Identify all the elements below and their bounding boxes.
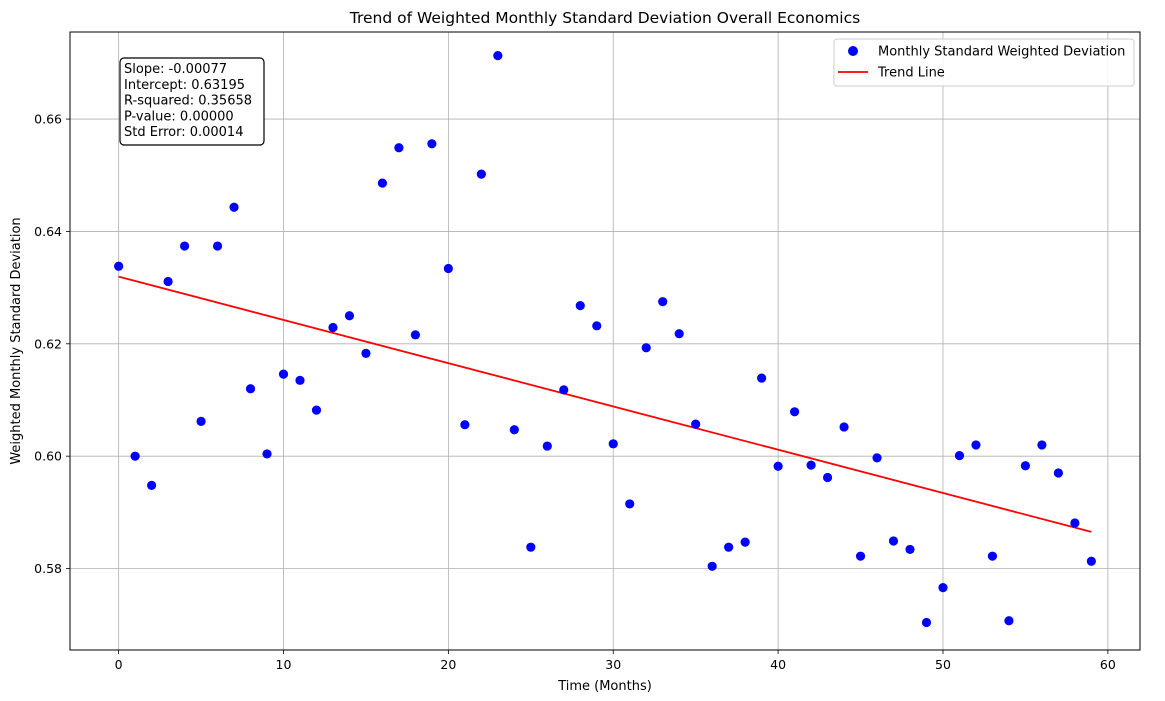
stats-slope: Slope: -0.00077 [124,62,227,77]
scatter-point [311,405,322,415]
y-axis-label: Weighted Monthly Standard Deviation [9,217,24,464]
scatter-point [789,407,800,417]
scatter-point [641,343,651,353]
y-tick-label: 0.66 [34,112,62,127]
scatter-point [1053,468,1063,478]
legend-frame [833,38,1135,87]
scatter-point [212,241,223,251]
scatter-point [410,330,421,340]
scatter-points-layer [114,50,1096,628]
y-tick-label: 0.62 [34,336,62,351]
scatter-point [147,480,157,490]
scatter-point [377,178,388,188]
x-tick-label: 40 [770,657,786,672]
scatter-point [559,385,569,395]
scatter-point [460,420,470,430]
x-tick-label: 60 [1100,657,1116,672]
scatter-point [855,551,866,561]
scatter-point [691,419,701,429]
scatter-point [394,143,404,153]
scatter-point [179,241,190,251]
scatter-point [278,369,289,379]
scatter-point [872,453,882,463]
y-tick-label: 0.64 [34,224,62,239]
scatter-point [757,373,767,383]
scatter-point [822,472,833,483]
scatter-point [526,542,536,552]
stats-p-value: P-value: 0.00000 [124,109,234,124]
stats-std-error: Std Error: 0.00014 [124,125,243,140]
scatter-point [427,139,437,149]
scatter-point [344,311,355,321]
scatter-point [954,451,965,461]
scatter-point [295,375,305,385]
scatter-point [608,439,618,449]
scatter-point [921,617,932,628]
scatter-point [1037,440,1047,450]
scatter-point [114,261,124,271]
scatter-point [888,536,899,546]
scatter-point [1086,556,1096,566]
scatter-point [724,542,734,552]
scatter-point [476,169,486,179]
scatter-point [1020,461,1031,471]
scatter-point [987,551,998,561]
scatter-point [1004,616,1014,626]
scatter-point [773,461,783,471]
scatter-point [905,544,915,555]
scatter-point [806,460,816,470]
scatter-point [163,276,173,287]
scatter-point [938,583,948,593]
trend-line-layer [118,275,1092,533]
x-tick-label: 20 [440,657,456,672]
y-tick-label: 0.60 [34,449,62,464]
scatter-point [1070,518,1080,528]
scatter-point [229,202,239,212]
scatter-point [245,384,256,394]
ticks: 0 10 20 30 40 50 60 0.58 0.60 0.62 0.64 0.66 [34,112,1116,672]
x-tick-label: 10 [276,657,292,672]
x-axis-label: Time (Months) [557,679,652,694]
scatter-point [674,329,684,339]
stats-r-squared: R-squared: 0.35658 [124,94,252,109]
legend: Monthly Standard Weighted Deviation Tren… [833,38,1135,87]
scatter-point [839,422,849,432]
scatter-point [443,263,453,274]
scatter-point [130,451,140,461]
legend-marker-scatter [848,46,858,56]
trend-line [118,275,1092,533]
stats-box-frame [119,57,265,146]
chart-title: Trend of Weighted Monthly Standard Devia… [349,9,860,27]
scatter-point [542,441,552,451]
scatter-point [361,348,371,358]
legend-label-trend-line: Trend Line [877,66,945,81]
stats-intercept: Intercept: 0.63195 [124,78,245,93]
x-tick-label: 0 [115,657,123,672]
x-tick-label: 30 [605,657,621,672]
legend-label-scatter: Monthly Standard Weighted Deviation [878,45,1125,60]
scatter-point [509,425,519,435]
scatter-point [971,440,981,450]
scatter-point [658,297,668,307]
scatter-point [262,449,272,459]
plot-frame [69,31,1141,651]
scatter-point [328,322,338,333]
scatter-point [740,537,750,547]
scatter-point [575,301,585,311]
y-tick-label: 0.58 [34,561,62,576]
x-tick-label: 50 [935,657,951,672]
regression-stats-box: Slope: -0.00077 Intercept: 0.63195 R-squ… [119,57,265,146]
scatter-point [592,321,602,331]
scatter-point [493,50,503,61]
scatter-point [707,561,717,571]
scatter-point [196,416,206,426]
scatter-point [625,499,635,509]
